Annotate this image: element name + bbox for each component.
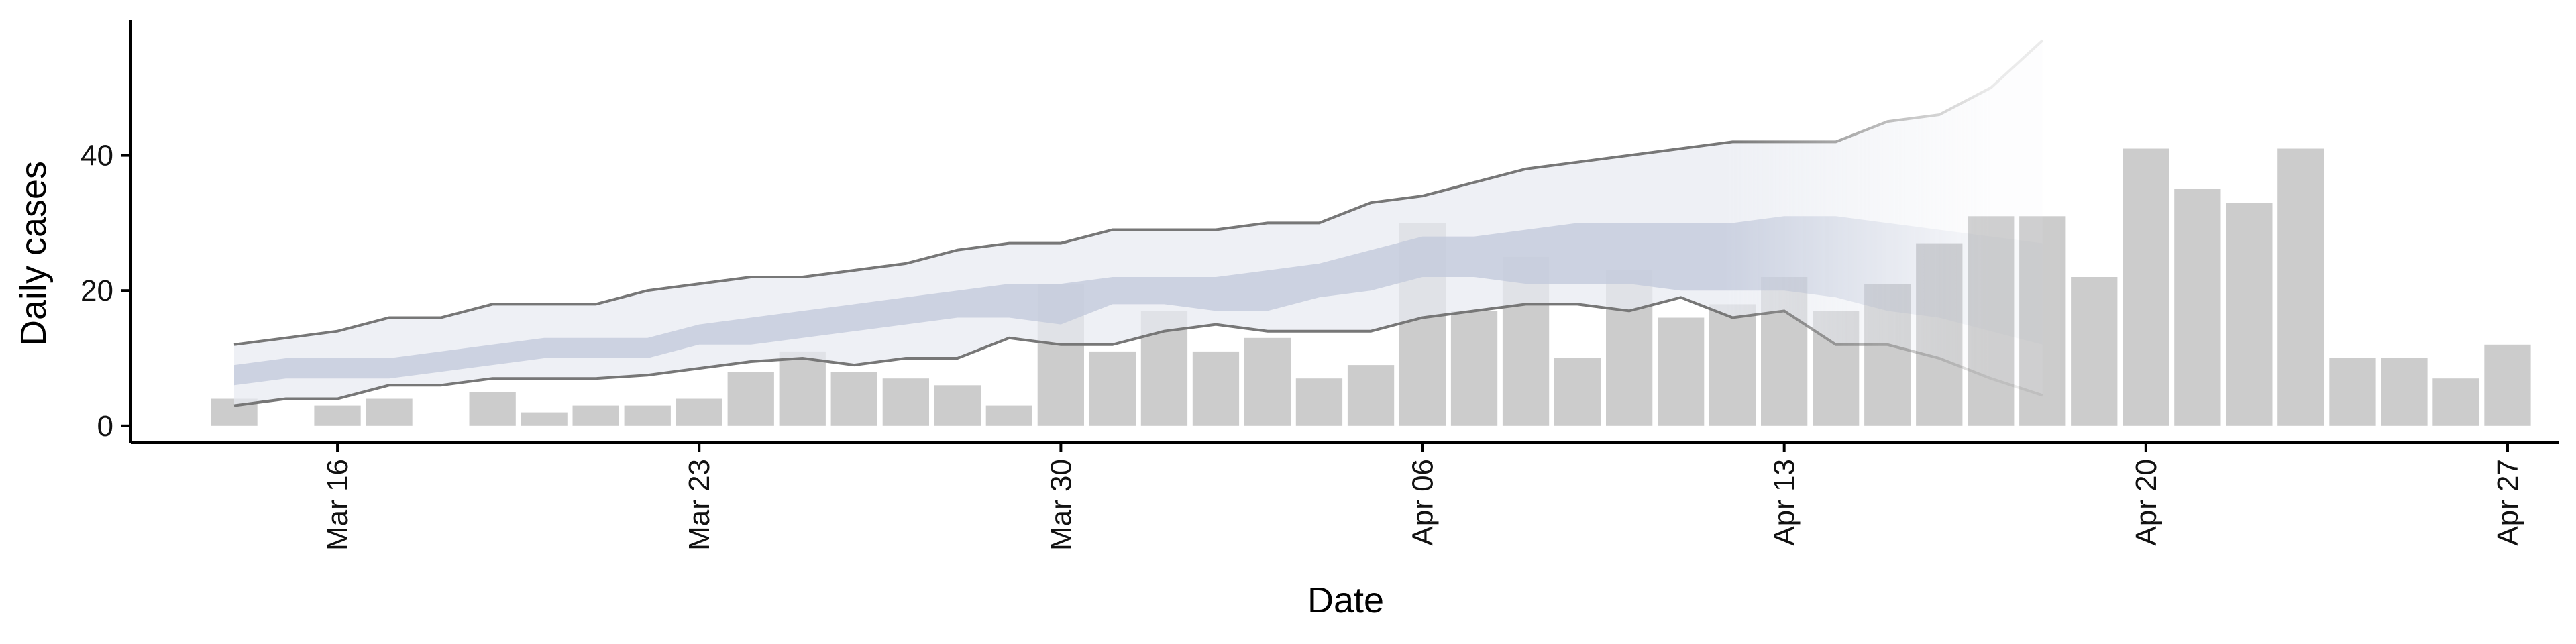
bar (985, 405, 1032, 426)
bar (2174, 189, 2221, 426)
bar (2226, 203, 2273, 426)
bar (2123, 148, 2169, 426)
x-tick-label: Mar 23 (683, 459, 716, 551)
bar (1450, 311, 1498, 426)
bar (1347, 365, 1395, 426)
bar (314, 405, 361, 426)
bar (779, 351, 826, 426)
x-tick-label: Apr 13 (1768, 459, 1801, 546)
x-tick-label: Mar 16 (321, 459, 354, 551)
bar (572, 405, 619, 426)
bar (1554, 358, 1601, 426)
axis-labels: Date Daily cases (13, 161, 1384, 621)
bar (676, 398, 722, 426)
axes: 0 20 40 Mar 16 Mar 23 Mar 30 Apr 06 Apr 13 Apr 2… (80, 20, 2559, 551)
x-tick-label: Apr 27 (2491, 459, 2524, 546)
bar (469, 392, 516, 426)
bar (624, 405, 671, 426)
y-tick-label: 20 (80, 274, 113, 307)
bar (1658, 317, 1705, 426)
bar (1709, 304, 1756, 426)
bar (2484, 344, 2531, 426)
bar (1295, 378, 1343, 426)
bar (2329, 358, 2376, 426)
bar (1089, 351, 1136, 426)
y-tick-label: 40 (80, 140, 113, 172)
bar (2381, 358, 2428, 426)
bar (727, 372, 774, 426)
bar (366, 398, 413, 426)
bar (1244, 337, 1291, 426)
band-50 (234, 216, 2043, 386)
x-tick-label: Apr 20 (2130, 459, 2163, 546)
y-axis-title: Daily cases (13, 161, 54, 346)
bar (882, 378, 929, 426)
band-90 (234, 40, 2043, 406)
y-tick-label: 0 (97, 410, 113, 443)
band-upper-line (233, 39, 2044, 346)
bar (934, 385, 981, 426)
band-lower-line (233, 296, 2043, 407)
bar (2277, 148, 2324, 426)
x-tick-label: Apr 06 (1407, 459, 1440, 546)
x-tick-label: Mar 30 (1044, 459, 1077, 551)
bar (830, 372, 877, 426)
bar (2432, 378, 2479, 426)
bar (521, 412, 568, 426)
bar (2071, 277, 2118, 426)
nowcast-bands (233, 39, 2044, 407)
x-axis-title: Date (1307, 580, 1384, 621)
bar (1192, 351, 1240, 426)
